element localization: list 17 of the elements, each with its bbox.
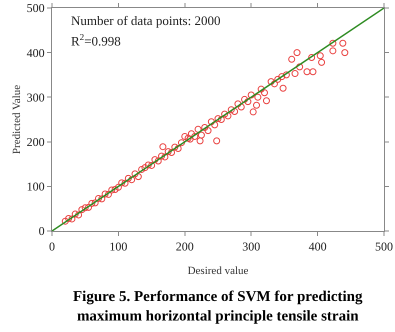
y-tick-label: 0: [38, 224, 45, 238]
y-axis-title: Predicted Value: [11, 84, 23, 154]
x-tick-label: 400: [308, 239, 327, 254]
annotation: R$^{2}$=0.998: [71, 32, 121, 48]
x-tick-label: 500: [375, 239, 393, 254]
y-tick-label: 400: [26, 46, 45, 60]
x-tick-label: 300: [242, 239, 260, 254]
x-tick-label: 100: [109, 239, 128, 254]
y-tick-label: 100: [26, 180, 45, 194]
x-tick-label: 200: [176, 239, 194, 254]
annotation: Number of data points: 2000: [71, 13, 220, 28]
x-axis-title: Desired value: [188, 265, 249, 277]
x-tick-label: 0: [49, 239, 55, 254]
y-tick-label: 200: [26, 135, 45, 149]
text: Figure 5. Performance of SVM for predicting maximum horizontal principle tensile strain: [73, 289, 364, 324]
y-tick-label: 300: [26, 90, 45, 104]
y-tick-label: 500: [26, 1, 45, 16]
